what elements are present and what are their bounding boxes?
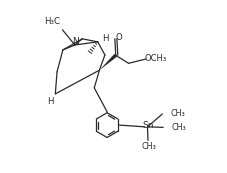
Text: O: O <box>115 33 122 42</box>
Polygon shape <box>99 54 116 70</box>
Text: CH₃: CH₃ <box>170 122 185 131</box>
Text: H: H <box>101 34 108 43</box>
Text: Sn: Sn <box>142 121 153 130</box>
Text: H₃C: H₃C <box>44 17 60 26</box>
Text: N: N <box>72 37 79 46</box>
Text: CH₃: CH₃ <box>170 109 184 118</box>
Text: H: H <box>47 97 53 106</box>
Text: OCH₃: OCH₃ <box>143 54 165 63</box>
Text: CH₃: CH₃ <box>141 142 155 151</box>
